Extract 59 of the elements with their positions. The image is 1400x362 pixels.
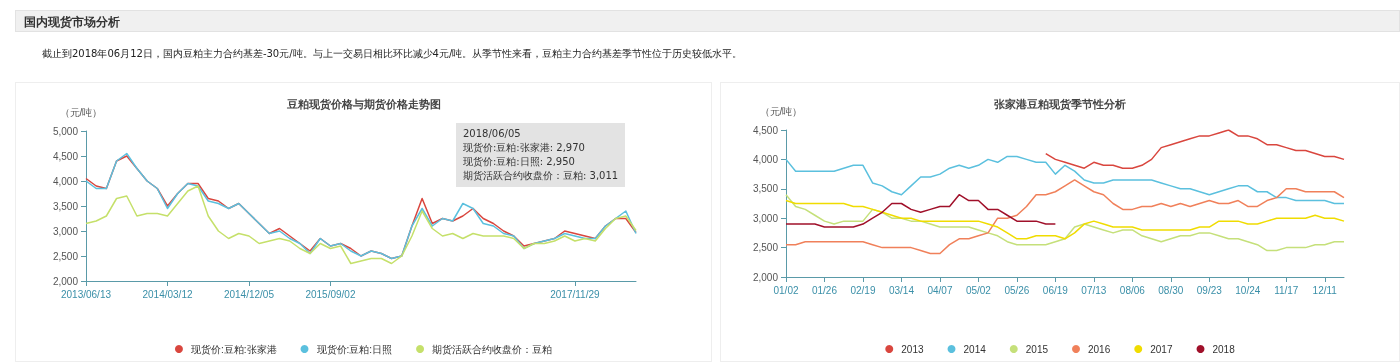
- line-series: [785, 179, 1345, 255]
- legend-label: 2014: [963, 343, 987, 355]
- x-tick-label: 07/13: [1081, 284, 1107, 296]
- chart-title: 豆粕现货价格与期货价格走势图: [285, 97, 441, 111]
- line-series: [85, 185, 637, 265]
- y-tick-label: 3,500: [52, 200, 79, 212]
- legend-label: 2017: [1150, 343, 1173, 355]
- x-tick-label: 04/07: [927, 284, 953, 296]
- y-tick-label: 2,000: [752, 271, 779, 283]
- x-tick-label: 2017/11/29: [550, 288, 600, 300]
- y-tick-label: 3,500: [752, 183, 779, 195]
- legend-label: 期货活跃合约收盘价：豆粕: [432, 343, 553, 355]
- line-series: [785, 193, 1057, 228]
- legend-label: 2015: [1025, 343, 1049, 355]
- y-tick-label: 4,500: [752, 124, 779, 136]
- y-tick-label: 4,000: [752, 153, 779, 165]
- x-tick-label: 06/19: [1042, 284, 1069, 296]
- x-tick-label: 08/30: [1158, 284, 1184, 296]
- x-tick-label: 05/26: [1004, 284, 1030, 296]
- x-tick-label: 2015/09/02: [305, 288, 356, 300]
- x-tick-label: 12/11: [1312, 284, 1338, 296]
- x-tick-label: 2013/06/13: [60, 288, 112, 300]
- x-tick-label: 2014/03/12: [142, 288, 193, 300]
- annotation: 2018/06/05: [463, 127, 522, 141]
- y-tick-label: 3,000: [52, 225, 79, 237]
- legend-label: 2013: [901, 343, 924, 355]
- line-series: [785, 193, 1345, 252]
- y-tick-label: 4,500: [52, 150, 79, 162]
- y-axis-title: （元/吨）: [759, 105, 803, 117]
- y-tick-label: 2,500: [52, 250, 79, 262]
- y-tick-label: 2,500: [752, 242, 779, 254]
- y-tick-label: 4,000: [52, 175, 79, 187]
- line-series: [1045, 129, 1345, 169]
- x-tick-label: 08/06: [1119, 284, 1146, 296]
- legend-label: 2018: [1212, 343, 1236, 355]
- x-tick-label: 11/17: [1274, 284, 1299, 296]
- legend-label: 现货价:豆粕:日照: [316, 343, 393, 355]
- x-tick-label: 09/23: [1196, 284, 1223, 296]
- legend-label: 2016: [1088, 343, 1111, 355]
- x-tick-label: 10/24: [1235, 284, 1261, 296]
- x-tick-label: 01/26: [811, 284, 838, 296]
- y-axis-title: （元/吨）: [59, 106, 103, 118]
- line-series: [785, 199, 1345, 240]
- annotation: 现货价:豆粕:日照: 2,950: [463, 155, 576, 169]
- text: 国内现货市场分析: [15, 10, 1400, 32]
- chart-title: 张家港豆粕现货季节性分析: [994, 97, 1126, 111]
- x-tick-label: 2014/12/05: [223, 288, 275, 300]
- x-tick-label: 01/02: [773, 284, 799, 296]
- y-tick-label: 5,000: [52, 125, 79, 137]
- text: 截止到2018年06月12日，国内豆粕主力合约基差-30元/吨。与上一交易日相比环比减少4元/吨。从季节性来看，豆粕主力合约基差季节性位于历史较低水平。: [42, 47, 743, 61]
- x-tick-label: 03/14: [888, 284, 915, 296]
- annotation: 期货活跃合约收盘价：豆粕: 3,011: [463, 169, 619, 183]
- y-tick-label: 3,000: [752, 212, 779, 224]
- x-tick-label: 05/02: [965, 284, 992, 296]
- legend-label: 现货价:豆粕:张家港: [190, 343, 277, 355]
- y-tick-label: 2,000: [52, 275, 79, 287]
- x-tick-label: 02/19: [850, 284, 876, 296]
- annotation: 现货价:豆粕:张家港: 2,970: [463, 141, 586, 155]
- line-series: [785, 155, 1345, 205]
